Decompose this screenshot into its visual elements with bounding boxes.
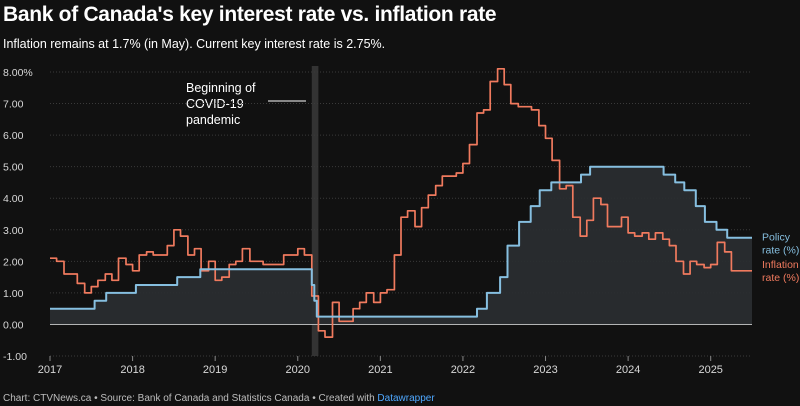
covid-band [311, 66, 319, 356]
y-tick-label: 1.00 [3, 288, 24, 300]
covid-annotation-text: pandemic [186, 113, 240, 127]
inflation-rate-label: Inflation [762, 259, 799, 271]
y-tick-label: 7.00 [3, 99, 24, 111]
chart-title: Bank of Canada's key interest rate vs. i… [3, 3, 497, 26]
inflation-rate-line [50, 67, 752, 338]
x-tick-label: 2023 [533, 364, 557, 376]
x-axis: 2017 2018 2019 2020 2021 2022 2023 2024 2025 [38, 356, 723, 376]
y-tick-label: 6.00 [3, 130, 24, 142]
y-axis: -1.00 0.00 1.00 2.00 3.00 4.00 5.00 6.00 7.00 8.0… [3, 67, 33, 363]
x-tick-label: 2017 [38, 364, 62, 376]
y-tick-label: 3.00 [3, 225, 24, 237]
policy-rate-area [50, 166, 752, 325]
x-tick-label: 2020 [286, 364, 310, 376]
x-tick-label: 2022 [451, 364, 475, 376]
footer-credit: Chart: CTVNews.ca • Source: Bank of Cana… [3, 393, 378, 404]
y-tick-label: 5.00 [3, 162, 24, 174]
x-tick-label: 2018 [120, 364, 144, 376]
series [50, 67, 752, 338]
covid-annotation-text: Beginning of [186, 81, 256, 95]
y-tick-label: 0.00 [3, 319, 24, 331]
y-tick-label: 4.00 [3, 193, 24, 205]
x-tick-label: 2021 [368, 364, 392, 376]
covid-annotation-text: COVID-19 [186, 97, 244, 111]
policy-rate-label: Policy [762, 232, 791, 244]
y-tick-label: -1.00 [3, 351, 27, 363]
datawrapper-link[interactable]: Datawrapper [377, 393, 435, 404]
policy-rate-line [50, 165, 752, 318]
x-tick-label: 2025 [698, 364, 722, 376]
x-tick-label: 2019 [203, 364, 227, 376]
chart-footer: Chart: CTVNews.ca • Source: Bank of Cana… [3, 393, 435, 404]
policy-rate-label: rate (%) [762, 245, 799, 257]
y-tick-label: 2.00 [3, 256, 24, 268]
x-tick-label: 2024 [616, 364, 640, 376]
chart-subtitle: Inflation remains at 1.7% (in May). Curr… [3, 37, 386, 51]
inflation-rate-label: rate (%) [762, 272, 799, 284]
line-chart: Beginning of COVID-19 pandemic -1.00 0.00 1.… [3, 66, 799, 376]
covid-annotation: Beginning of COVID-19 pandemic [186, 66, 319, 356]
y-tick-label: 8.00% [3, 67, 33, 79]
